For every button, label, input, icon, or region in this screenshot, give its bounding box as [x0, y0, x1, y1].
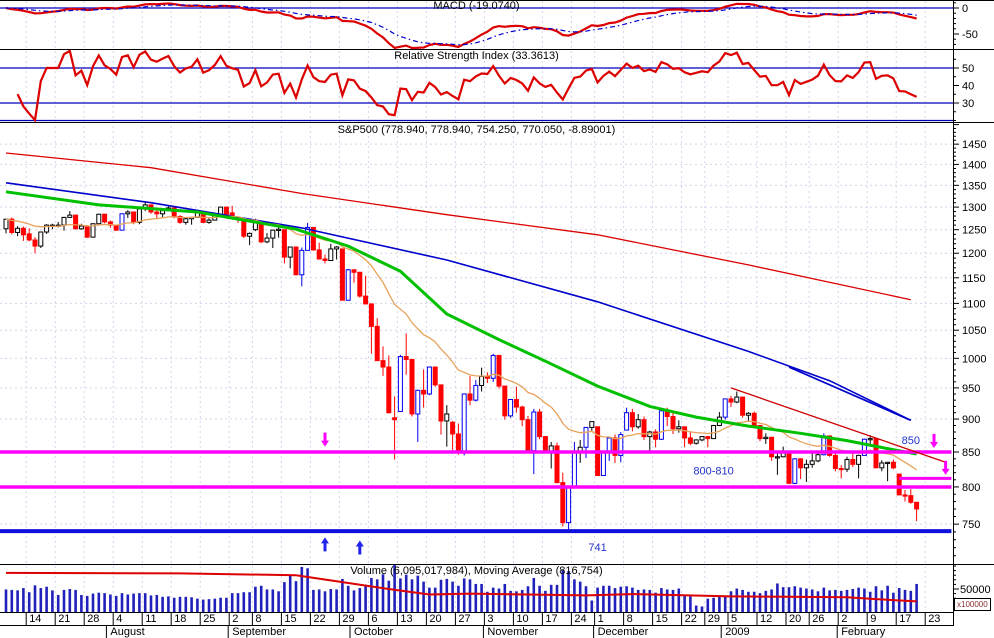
svg-text:20: 20	[789, 613, 801, 625]
svg-text:3: 3	[487, 613, 493, 625]
svg-text:17: 17	[899, 613, 911, 625]
svg-text:22: 22	[685, 613, 697, 625]
svg-text:800: 800	[962, 482, 980, 494]
svg-text:February: February	[841, 626, 886, 638]
up-arrow-icon	[321, 537, 329, 552]
svg-text:800-810: 800-810	[693, 466, 733, 478]
svg-text:1050: 1050	[962, 325, 986, 337]
svg-text:1: 1	[598, 613, 604, 625]
svg-text:10: 10	[516, 613, 528, 625]
svg-text:28: 28	[87, 613, 99, 625]
svg-text:20: 20	[429, 613, 441, 625]
svg-text:8: 8	[627, 613, 633, 625]
svg-text:741: 741	[588, 542, 606, 554]
svg-text:50000: 50000	[960, 584, 991, 596]
svg-text:17: 17	[545, 613, 557, 625]
svg-text:1300: 1300	[962, 202, 986, 214]
svg-text:November: November	[487, 626, 538, 638]
svg-text:25: 25	[203, 613, 215, 625]
svg-text:1150: 1150	[962, 273, 986, 285]
svg-text:11: 11	[145, 613, 156, 625]
svg-text:850: 850	[962, 447, 980, 459]
svg-text:18: 18	[174, 613, 186, 625]
svg-text:24: 24	[574, 613, 586, 625]
svg-text:850: 850	[902, 435, 920, 447]
svg-text:0: 0	[962, 3, 968, 15]
svg-text:August: August	[110, 626, 144, 638]
svg-text:27: 27	[458, 613, 470, 625]
svg-text:750: 750	[962, 519, 980, 531]
volume-multiplier-label: x100000	[954, 598, 991, 611]
gridlines	[0, 1, 953, 612]
volume-panel	[4, 565, 918, 612]
svg-text:13: 13	[400, 613, 412, 625]
svg-text:29: 29	[708, 613, 720, 625]
svg-text:4: 4	[116, 613, 122, 625]
svg-text:14: 14	[29, 613, 41, 625]
macd-panel	[0, 2, 953, 49]
svg-text:9: 9	[870, 613, 876, 625]
svg-text:2: 2	[841, 613, 847, 625]
svg-text:50: 50	[962, 63, 974, 75]
svg-text:15: 15	[656, 613, 668, 625]
down-arrow-icon	[321, 432, 329, 447]
svg-text:26: 26	[812, 613, 824, 625]
svg-text:23: 23	[928, 613, 940, 625]
rsi-panel	[0, 50, 953, 122]
svg-text:1350: 1350	[962, 180, 986, 192]
svg-text:1250: 1250	[962, 225, 986, 237]
svg-text:-50: -50	[962, 29, 978, 41]
svg-text:950: 950	[962, 383, 980, 395]
svg-text:15: 15	[284, 613, 296, 625]
svg-text:21: 21	[58, 613, 70, 625]
svg-text:December: December	[598, 626, 649, 638]
svg-text:29: 29	[342, 613, 354, 625]
up-arrow-icon	[355, 540, 364, 555]
svg-text:22: 22	[313, 613, 325, 625]
svg-text:30: 30	[962, 98, 974, 110]
down-arrow-icon	[930, 433, 938, 448]
svg-text:12: 12	[760, 613, 772, 625]
svg-text:2009: 2009	[725, 626, 749, 638]
svg-text:1100: 1100	[962, 298, 986, 310]
svg-text:1450: 1450	[962, 139, 986, 151]
annotations: 850 800-810 741	[0, 366, 952, 555]
svg-text:900: 900	[962, 414, 980, 426]
svg-text:1400: 1400	[962, 159, 986, 171]
svg-text:40: 40	[962, 81, 974, 93]
svg-text:1000: 1000	[962, 353, 986, 365]
svg-text:October: October	[354, 626, 393, 638]
down-arrow-icon	[941, 460, 950, 475]
svg-text:8: 8	[255, 613, 261, 625]
svg-text:September: September	[232, 626, 286, 638]
svg-text:5: 5	[731, 613, 737, 625]
svg-text:1200: 1200	[962, 248, 986, 260]
svg-text:2: 2	[232, 613, 238, 625]
svg-text:6: 6	[371, 613, 377, 625]
